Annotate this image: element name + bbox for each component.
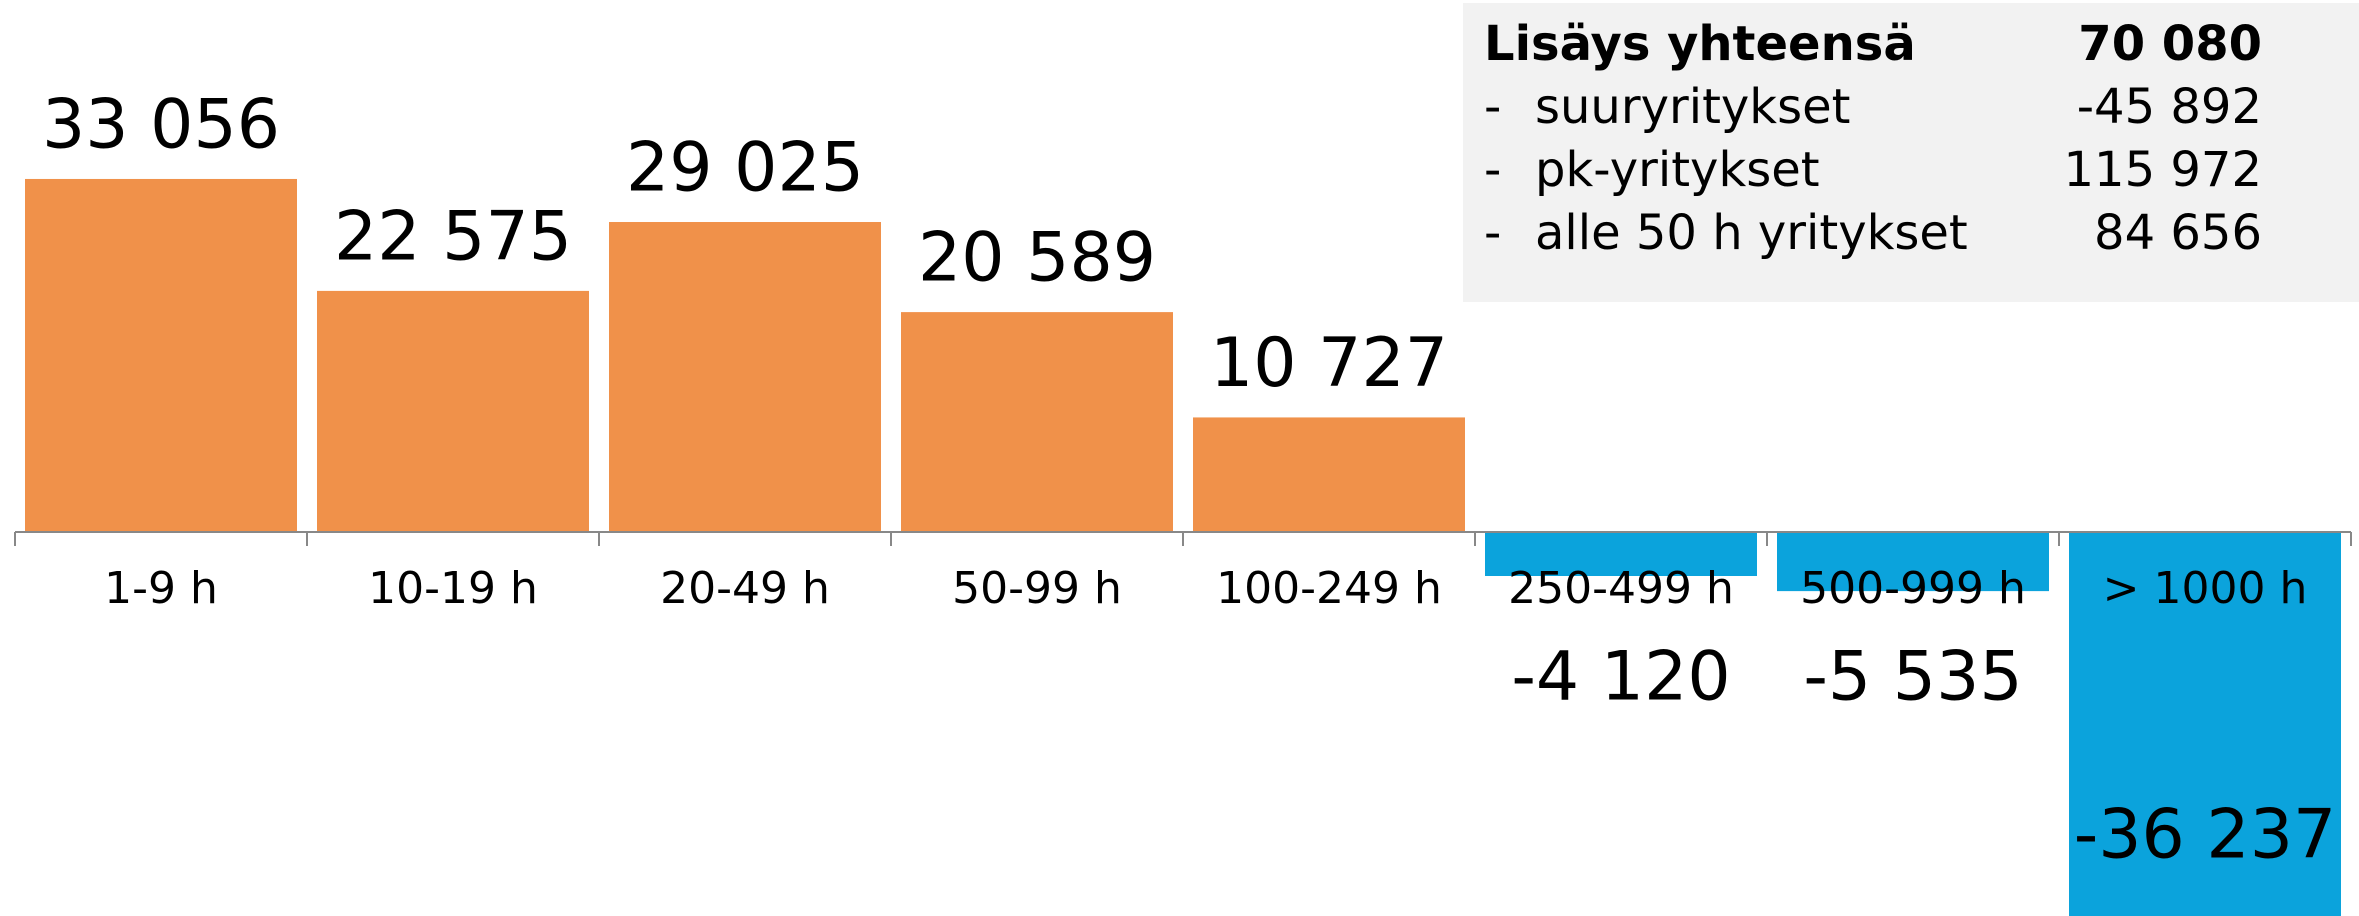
value-label: -36 237 [2074, 796, 2336, 875]
summary-box [1463, 3, 2359, 302]
summary-value: 70 080 [2078, 16, 2262, 72]
summary-label: alle 50 h yritykset [1535, 205, 1968, 261]
value-label: 33 056 [42, 86, 280, 165]
summary-bullet: - [1484, 205, 1501, 261]
bar [2069, 532, 2341, 916]
value-label: 10 727 [1210, 324, 1448, 403]
x-tick-label: 500-999 h [1800, 563, 2026, 614]
x-tick-label: 50-99 h [952, 563, 1122, 614]
bar [317, 290, 589, 532]
summary-value: 84 656 [2094, 205, 2262, 261]
value-label: -4 120 [1511, 638, 1730, 717]
x-tick-label: > 1000 h [2103, 563, 2308, 614]
bar [25, 178, 297, 532]
summary-label: suuryritykset [1535, 79, 1850, 135]
bar [1485, 532, 1757, 577]
summary-label: pk-yritykset [1535, 142, 1820, 198]
value-label: 29 025 [626, 129, 864, 208]
x-tick-label: 250-499 h [1508, 563, 1734, 614]
summary-value: -45 892 [2077, 79, 2262, 135]
value-label: 22 575 [334, 197, 572, 276]
value-label: 20 589 [918, 219, 1156, 298]
bar [901, 312, 1173, 532]
x-tick-label: 1-9 h [104, 563, 218, 614]
x-tick-label: 100-249 h [1216, 563, 1442, 614]
bar [1193, 417, 1465, 532]
summary-label: Lisäys yhteensä [1484, 16, 1916, 72]
summary-value: 115 972 [2064, 142, 2263, 198]
value-label: -5 535 [1803, 638, 2022, 717]
summary-bullet: - [1484, 79, 1501, 135]
x-tick-label: 10-19 h [368, 563, 538, 614]
x-tick-label: 20-49 h [660, 563, 830, 614]
bar [1777, 532, 2049, 592]
summary-bullet: - [1484, 142, 1501, 198]
bar [609, 222, 881, 532]
